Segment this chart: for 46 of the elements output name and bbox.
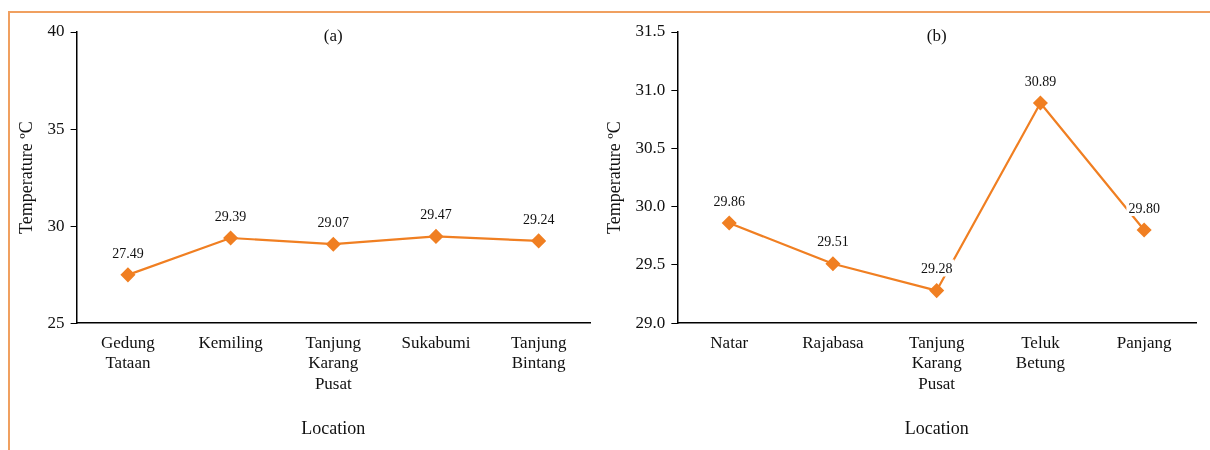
- y-axis-title: Temperature ºC: [15, 121, 36, 234]
- x-tick-label: Teluk Betung: [1015, 332, 1066, 373]
- x-tick-label: Tanjung Karang Pusat: [908, 332, 965, 393]
- point: [929, 283, 944, 298]
- y-axis-title: Temperature ºC: [603, 121, 624, 234]
- point: [722, 215, 737, 231]
- data-label: 29.51: [817, 234, 849, 250]
- x-axis-title: Location: [301, 417, 366, 438]
- data-label: 29.28: [920, 261, 953, 277]
- x-tick-label: Sukabumi: [401, 332, 471, 352]
- data-label: 29.07: [317, 214, 350, 230]
- point: [1137, 222, 1152, 238]
- x-tick-label: Tanjung Bintang: [510, 332, 567, 373]
- point: [428, 229, 444, 244]
- x-tick-label: Rajabasa: [802, 332, 865, 352]
- chart-title: (a): [323, 25, 343, 45]
- y-tick-label: 30.0: [635, 196, 666, 216]
- x-tick-label: Panjang: [1116, 332, 1173, 352]
- y-tick-label: 35: [47, 118, 65, 138]
- y-tick-label: 31.0: [635, 79, 666, 99]
- data-label: 29.47: [420, 207, 452, 223]
- data-label: 29.80: [1128, 200, 1160, 216]
- data-label: 30.89: [1024, 73, 1057, 89]
- x-axis-title: Location: [904, 417, 969, 438]
- y-tick-label: 29.5: [635, 254, 666, 274]
- data-label: 29.39: [214, 208, 247, 224]
- y-tick-label: 30: [47, 215, 65, 235]
- point: [120, 267, 136, 282]
- y-tick-label: 30.5: [635, 137, 666, 157]
- x-tick-label: Tanjung Karang Pusat: [305, 332, 362, 393]
- y-tick-label: 40: [47, 21, 65, 41]
- x-tick-label: Natar: [710, 332, 749, 352]
- x-tick-label: Kemiling: [198, 332, 264, 352]
- chart-title: (b): [926, 25, 947, 45]
- y-tick-label: 29.0: [635, 312, 666, 332]
- y-tick-label: 25: [47, 312, 65, 332]
- point: [326, 237, 341, 252]
- point: [531, 233, 546, 248]
- x-tick-label: Gedung Tataan: [101, 332, 156, 373]
- data-label: 29.24: [522, 211, 555, 227]
- point: [1033, 95, 1048, 111]
- point: [825, 256, 841, 271]
- data-label: 27.49: [112, 245, 144, 261]
- data-label: 29.86: [713, 193, 745, 209]
- y-tick-label: 31.5: [635, 21, 666, 41]
- point: [223, 230, 238, 246]
